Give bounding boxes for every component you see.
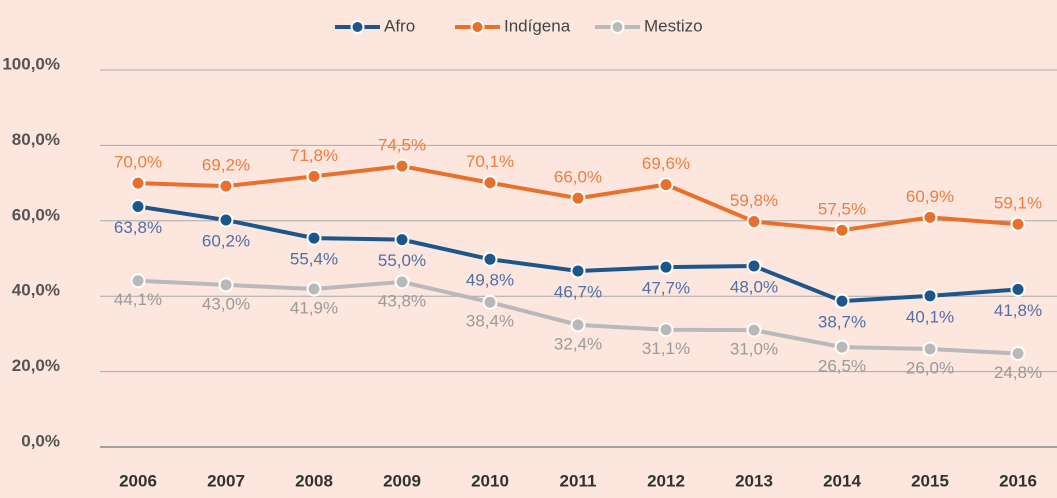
data-label: 69,6% [642, 154, 690, 173]
point [834, 222, 850, 238]
point [130, 273, 146, 289]
data-label: 38,7% [818, 313, 866, 332]
point [1010, 216, 1026, 232]
point [570, 263, 586, 279]
point [482, 294, 498, 310]
legend-label: Afro [384, 16, 415, 35]
point [570, 190, 586, 206]
point [306, 230, 322, 246]
data-label: 31,0% [730, 340, 778, 359]
data-label: 69,2% [202, 156, 250, 175]
data-label: 31,1% [642, 339, 690, 358]
data-label: 60,2% [202, 232, 250, 251]
data-label: 40,1% [906, 307, 954, 326]
point [746, 258, 762, 274]
point [218, 178, 234, 194]
x-tick-label: 2012 [647, 471, 685, 490]
x-tick-label: 2007 [207, 471, 245, 490]
data-label: 41,9% [290, 299, 338, 318]
legend-label: Mestizo [644, 16, 703, 35]
data-label: 47,7% [642, 279, 690, 298]
data-label: 55,0% [378, 251, 426, 270]
y-tick-label: 100,0% [2, 54, 60, 73]
point [130, 175, 146, 191]
data-label: 59,8% [730, 191, 778, 210]
data-label: 57,5% [818, 200, 866, 219]
data-label: 55,4% [290, 250, 338, 269]
x-tick-label: 2010 [471, 471, 509, 490]
point [482, 251, 498, 267]
y-tick-label: 20,0% [12, 356, 60, 375]
data-label: 38,4% [466, 312, 514, 331]
point [658, 259, 674, 275]
point [834, 293, 850, 309]
data-label: 46,7% [554, 282, 602, 301]
data-label: 41,8% [994, 301, 1042, 320]
point [1010, 281, 1026, 297]
data-label: 59,1% [994, 194, 1042, 213]
x-tick-label: 2013 [735, 471, 773, 490]
point [922, 341, 938, 357]
point [394, 232, 410, 248]
point [1010, 346, 1026, 362]
data-label: 49,8% [466, 271, 514, 290]
point [746, 322, 762, 338]
y-tick-label: 60,0% [12, 205, 60, 224]
data-label: 24,8% [994, 363, 1042, 382]
point [658, 322, 674, 338]
data-label: 26,5% [818, 357, 866, 376]
data-label: 63,8% [114, 218, 162, 237]
x-tick-label: 2009 [383, 471, 421, 490]
point [746, 214, 762, 230]
point [218, 212, 234, 228]
data-label: 70,0% [114, 153, 162, 172]
data-label: 43,8% [378, 291, 426, 310]
y-tick-label: 40,0% [12, 281, 60, 300]
point [658, 177, 674, 193]
legend-label: Indígena [504, 16, 571, 35]
data-label: 32,4% [554, 334, 602, 353]
point [306, 281, 322, 297]
data-label: 44,1% [114, 290, 162, 309]
point [570, 317, 586, 333]
point [394, 274, 410, 290]
legend-marker [610, 20, 625, 34]
data-label: 60,9% [906, 187, 954, 206]
point [306, 168, 322, 184]
data-label: 48,0% [730, 278, 778, 297]
point [922, 288, 938, 304]
legend-marker [470, 20, 485, 34]
y-tick-label: 80,0% [12, 130, 60, 149]
x-tick-label: 2014 [823, 471, 861, 490]
point [922, 209, 938, 225]
data-label: 70,1% [466, 152, 514, 171]
point [834, 339, 850, 355]
x-tick-label: 2011 [560, 471, 597, 490]
point [130, 198, 146, 214]
x-tick-label: 2008 [295, 471, 333, 490]
y-tick-label: 0,0% [21, 431, 60, 450]
data-label: 71,8% [290, 146, 338, 165]
point [218, 277, 234, 293]
legend-marker [350, 20, 365, 34]
x-tick-label: 2015 [911, 471, 949, 490]
data-label: 43,0% [202, 294, 250, 313]
data-label: 66,0% [554, 168, 602, 187]
x-tick-label: 2006 [119, 471, 157, 490]
point [394, 158, 410, 174]
data-label: 74,5% [378, 136, 426, 155]
point [482, 175, 498, 191]
x-tick-label: 2016 [999, 471, 1037, 490]
data-label: 26,0% [906, 358, 954, 377]
